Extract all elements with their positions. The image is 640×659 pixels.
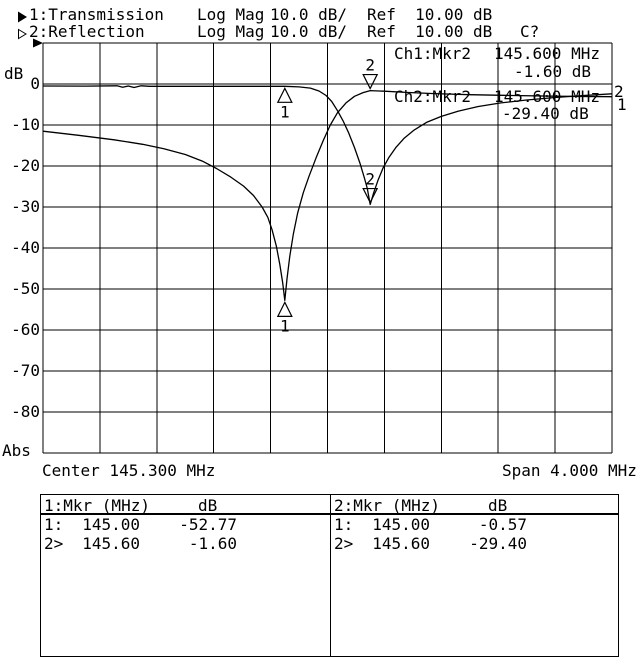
channel2-format: Log Mag [197,22,265,41]
marker2-ch2-number: 2 [365,170,375,189]
marker-value-cell: -29.40 [469,534,527,553]
center-frequency-label: Center 145.300 MHz [42,461,216,480]
channel1-format: Log Mag [197,5,265,24]
marker-value-cell: -0.57 [478,515,527,534]
span-label: Span 4.000 MHz [502,461,637,480]
marker-table-ch1-cell: 1:Mkr (MHz) dB 1: 145.00 -52.77 2> 145.60 -1.… [44,495,329,656]
marker-frequency-cell: 145.00 [82,515,140,534]
traces [42,85,613,302]
marker1-ch2-triangle-icon [276,86,293,103]
y-tick-label: -80 [11,402,40,421]
y-tick-label: -20 [11,156,40,175]
readout-ch1-frequency: 145.600 MHz [494,44,600,63]
marker1-ch2-number: 1 [280,102,290,121]
y-tick-label: -60 [11,320,40,339]
marker2-ch1-number: 2 [365,56,375,75]
readout-ch2-label: Ch2:Mkr2 [394,87,471,106]
marker-table-ch1-header: 1:Mkr (MHz) [44,496,150,515]
y-tick-label: -70 [11,361,40,380]
marker-value-cell: -1.60 [188,534,237,553]
channel1-title: 1:Transmission [29,5,164,24]
marker2-ch2-triangle-icon [362,187,379,204]
trace-end-label: 1 [617,95,627,114]
marker-table-ch2-unit: dB [488,496,508,515]
channel2-reference: Ref 10.00 dB [367,22,493,41]
marker1-ch1-triangle-icon [276,301,293,317]
readout-ch1-label: Ch1:Mkr2 [394,44,471,63]
marker-number-cell: 1: [44,515,64,534]
readout-ch2-value: -29.40 dB [502,104,589,123]
y-tick-label: -30 [11,197,40,216]
channel2-scale: 10.0 dB/ [270,22,348,41]
marker-table-row: 2> 145.60 -29.40 [334,534,584,553]
marker-number-cell: 2> [44,534,64,553]
y-tick-label: -10 [11,115,40,134]
marker-table-row: 1: 145.00 -52.77 [44,515,294,534]
marker-table-row: 1: 145.00 -0.57 [334,515,584,534]
marker-table-ch1-unit: dB [198,496,218,515]
marker-frequency-cell: 145.00 [372,515,430,534]
marker-frequency-cell: 145.60 [82,534,140,553]
y-tick-label: 0 [30,74,40,93]
y-tick-label: -40 [11,238,40,257]
channel1-reference: Ref 10.00 dB [367,5,493,24]
marker-number-cell: 1: [334,515,354,534]
y-tick-label: -50 [11,279,40,298]
y-axis-ticks: 0 -10 -20 -30 -40 -50 -60 -70 -80 [11,74,40,421]
markers: 1 2 1 2 [276,56,379,335]
marker-table-row: 2> 145.60 -1.60 [44,534,294,553]
marker-table-header-divider [41,513,618,515]
channel1-active-arrow-icon [18,8,27,23]
marker-table-column-divider [330,495,331,656]
marker-table-ch2-cell: 2:Mkr (MHz) dB 1: 145.00 -0.57 2> 145.60 -29.… [334,495,619,656]
marker1-ch1-number: 1 [280,316,290,335]
marker2-ch1-triangle-icon [362,73,379,90]
marker-value-cell: -52.77 [179,515,237,534]
channel1-scale: 10.0 dB/ [270,5,348,24]
channel2-title: 2:Reflection [29,22,145,41]
trace-2-reflection [42,85,613,206]
channel1-header-row: 1:Transmission Log Mag 10.0 dB/ Ref 10.0… [0,5,640,24]
readout-ch2-frequency: 145.600 MHz [494,87,600,106]
calibration-status-badge: C? [520,22,540,41]
marker-table-ch2-header: 2:Mkr (MHz) [334,496,440,515]
trace-end-label: 2 [614,82,624,101]
trace-1-transmission [42,89,613,302]
trace-end-labels: 21 [614,82,627,114]
marker-number-cell: 2> [334,534,354,553]
readout-ch1-value: -1.60 dB [514,62,591,81]
y-axis-bottom-label: Abs [2,441,31,460]
channel2-arrow-icon [18,25,27,40]
grid [42,42,613,454]
reference-level-arrow-icon [33,38,43,48]
channel2-header-row: 2:Reflection Log Mag 10.0 dB/ Ref 10.00 … [0,22,640,41]
y-axis-unit-label: dB [4,64,23,83]
marker-frequency-cell: 145.60 [372,534,430,553]
marker-table: 1:Mkr (MHz) dB 1: 145.00 -52.77 2> 145.60 -1.… [40,494,619,657]
